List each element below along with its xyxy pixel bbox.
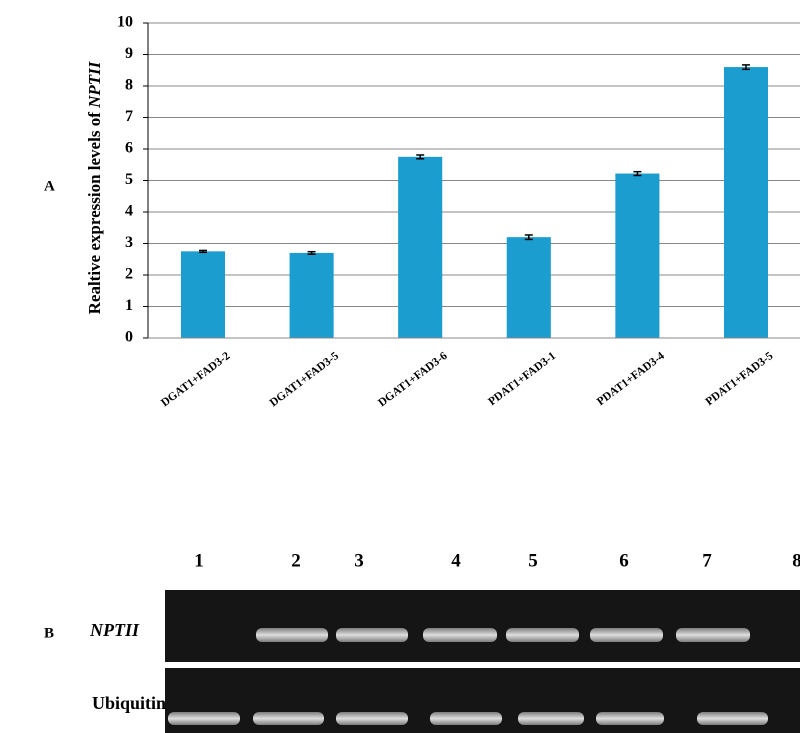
lane-label: 4 [451, 550, 461, 571]
x-tick-label: DGAT1+FAD3-5 [268, 350, 342, 410]
y-label-text: Realtive expression levels of [85, 112, 104, 315]
y-tick-label: 1 [125, 297, 133, 314]
gel-band [676, 628, 750, 642]
panel-label: A [44, 178, 55, 194]
x-tick-label: PDAT1+FAD3-4 [595, 350, 667, 408]
lane-label: 1 [194, 550, 204, 571]
y-label-italic: NPTII [85, 60, 104, 109]
lane-label: 3 [354, 550, 364, 571]
gel-band [518, 712, 584, 725]
gel-row-label: NPTII [89, 620, 140, 640]
y-tick-label: 8 [125, 77, 133, 94]
bar-shade [181, 251, 225, 338]
y-tick-label: 4 [125, 203, 133, 220]
bar-shade [724, 67, 768, 338]
y-tick-label: 10 [117, 14, 133, 31]
y-tick-label: 7 [125, 108, 133, 125]
x-tick-label: DGAT1+FAD3-6 [376, 350, 450, 410]
gel-band [697, 712, 768, 725]
gel-band [256, 628, 328, 642]
gel-band [336, 712, 408, 725]
y-tick-label: 0 [125, 329, 133, 346]
gel-band [423, 628, 497, 642]
x-tick-label: PDAT1+FAD3-1 [486, 350, 558, 408]
gel-band [596, 712, 664, 725]
lane-label: 6 [619, 550, 629, 571]
y-tick-label: 5 [125, 171, 133, 188]
gel-strip [165, 590, 800, 662]
gel-band [430, 712, 502, 725]
lane-label: 2 [291, 550, 301, 571]
gel-band [336, 628, 408, 642]
bar-shade [615, 174, 659, 338]
y-tick-label: 6 [125, 140, 133, 157]
bar-shade [507, 237, 551, 338]
y-tick-label: 2 [125, 266, 133, 283]
panel-label: B [44, 625, 54, 641]
gel-band [506, 628, 579, 642]
y-tick-label: 9 [125, 45, 133, 62]
x-tick-label: DGAT1+FAD3-2 [159, 350, 233, 410]
lane-label: 8 [792, 550, 800, 571]
gel-band [253, 712, 324, 725]
gel-band [590, 628, 663, 642]
gel-row-label: Ubiquitin [92, 693, 166, 713]
lane-label: 5 [528, 550, 538, 571]
bar-shade [290, 253, 334, 338]
y-axis-label: Realtive expression levels of NPTII [85, 60, 104, 314]
figure: A Realtive expression levels of NPTII B … [0, 0, 800, 733]
lane-label: 7 [702, 550, 712, 571]
y-tick-label: 3 [125, 234, 133, 251]
gel-band [168, 712, 240, 725]
x-tick-label: PDAT1+FAD3-5 [704, 350, 776, 408]
bar-shade [398, 157, 442, 338]
